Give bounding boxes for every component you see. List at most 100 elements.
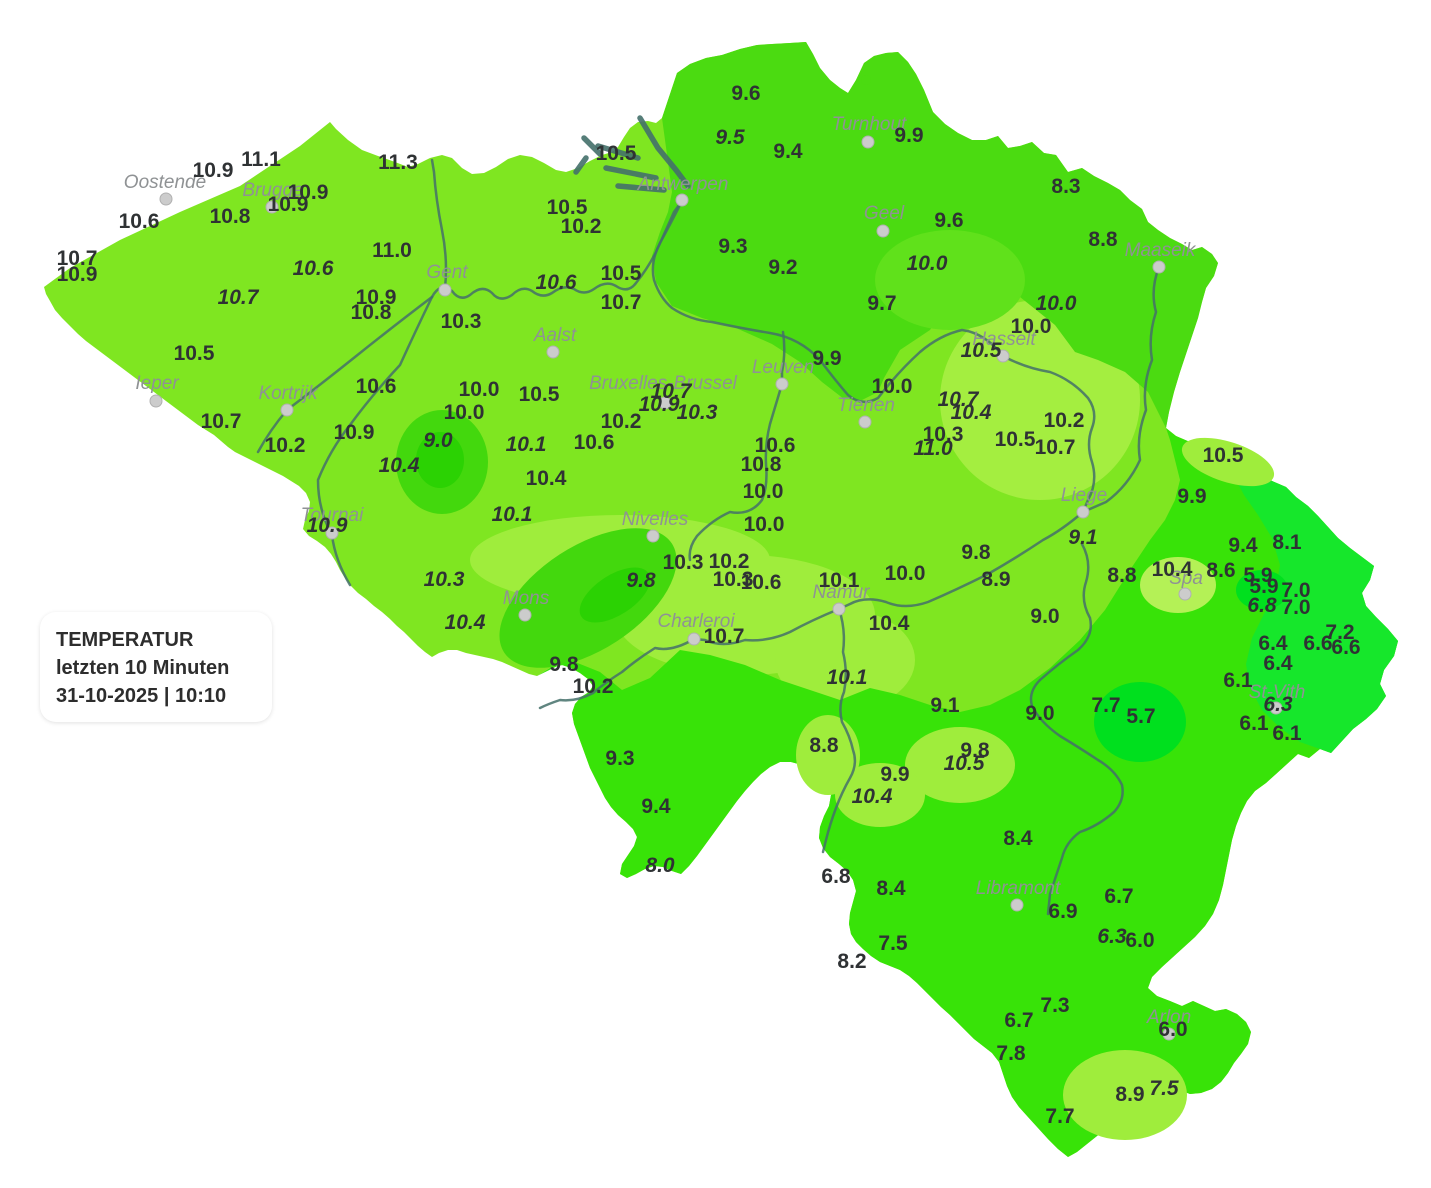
temp-label: 11.1	[241, 148, 281, 171]
city-label: Oostende	[124, 172, 206, 193]
port-channel-3	[603, 165, 659, 181]
temp-label: 10.3	[441, 310, 482, 333]
temp-label: 10.8	[741, 453, 782, 476]
temp-label: 10.1	[492, 503, 533, 526]
temp-label: 10.6	[293, 257, 334, 280]
temp-label: 9.8	[626, 569, 656, 592]
temp-label: 7.3	[1040, 994, 1069, 1017]
port-channel-6	[573, 155, 589, 175]
river-meuse-south	[821, 607, 857, 854]
temp-label: 7.7	[1091, 694, 1120, 717]
city-label: Aalst	[533, 325, 577, 346]
city-label: Hasselt	[972, 329, 1036, 350]
city-dot	[1010, 898, 1024, 912]
city-label: Geel	[864, 203, 905, 224]
temp-label: 6.7	[1104, 885, 1133, 908]
contour-light-south-2	[835, 763, 925, 827]
temp-label: 9.0	[423, 429, 453, 452]
temp-label: 10.4	[1152, 558, 1193, 581]
city-dot	[325, 526, 339, 540]
temp-label: 10.2	[601, 410, 642, 433]
temp-label: 10.7	[651, 380, 693, 403]
city-label: Kortrijk	[258, 383, 319, 404]
temp-label: 10.1	[506, 433, 547, 456]
temp-label: 10.4	[869, 612, 910, 635]
temp-label: 7.5	[1149, 1077, 1179, 1100]
temp-label: 6.8	[821, 865, 851, 888]
temp-label: 9.9	[1177, 485, 1206, 508]
temp-label: 10.2	[265, 434, 306, 457]
temp-label: 6.1	[1239, 712, 1269, 735]
temp-label: 10.0	[444, 401, 485, 424]
temp-label: 8.2	[837, 950, 866, 973]
temp-label: 10.9	[288, 181, 329, 204]
temp-label: 9.0	[1030, 605, 1059, 628]
temp-label: 5.7	[1126, 705, 1155, 728]
temp-label: 9.4	[773, 140, 803, 163]
temp-label: 10.3	[663, 551, 704, 574]
city-dot	[1162, 1027, 1176, 1041]
city-label: Tournai	[301, 505, 364, 526]
city-label: Ieper	[135, 373, 179, 394]
temp-label: 9.2	[768, 256, 797, 279]
temp-label: 10.8	[351, 301, 392, 324]
temp-label: 8.1	[1272, 531, 1302, 554]
temp-label: 10.3	[923, 423, 964, 446]
city-dot	[658, 396, 672, 410]
port-channel-main	[637, 115, 691, 189]
temp-label: 10.5	[519, 383, 560, 406]
temp-label: 8.6	[1206, 559, 1235, 582]
temp-label: 7.0	[1281, 579, 1310, 602]
temp-label: 10.4	[852, 785, 893, 808]
temp-label: 7.5	[878, 932, 908, 955]
city-dot	[1269, 701, 1283, 715]
temp-label: 9.8	[961, 541, 991, 564]
temp-label: 10.0	[1036, 292, 1077, 315]
temp-label: 8.4	[876, 877, 906, 900]
temp-label: 10.4	[526, 467, 567, 490]
city-dot	[832, 602, 846, 616]
temp-label: 10.5	[596, 142, 637, 165]
canal-gent	[430, 158, 448, 290]
river-sambre	[538, 607, 841, 710]
city-dot	[265, 200, 279, 214]
contour-dark-5-7	[1094, 682, 1186, 762]
temp-label: 10.2	[1044, 409, 1085, 432]
temp-label: 8.9	[1115, 1083, 1144, 1106]
temp-label: 6.0	[1125, 929, 1154, 952]
temp-label: 8.8	[1107, 564, 1137, 587]
temp-label: 10.7	[938, 388, 980, 411]
contour-light-meuse	[796, 715, 860, 795]
contour-se-vivid	[1232, 458, 1398, 753]
temp-label: 9.6	[731, 82, 760, 105]
temp-label: 10.9	[639, 393, 680, 416]
city-label: Turnhout	[832, 114, 907, 135]
temp-label: 10.9	[307, 514, 348, 537]
temperature-labels-layer: 10.9 11.1 11.310.910.910.810.610.710.911.0…	[57, 82, 1361, 1128]
temp-label: 10.6	[536, 271, 577, 294]
temp-label: 10.6	[755, 434, 796, 457]
temp-label: 11.3	[378, 151, 418, 174]
city-dot	[876, 224, 890, 238]
temp-label: 9.6	[934, 209, 963, 232]
city-dot	[775, 377, 789, 391]
contour-blob-9-8-core	[579, 567, 651, 623]
temp-label: 10.9	[57, 263, 98, 286]
city-dot	[280, 403, 294, 417]
river-dijle-demer	[651, 199, 1096, 514]
city-label: Nivelles	[622, 509, 689, 530]
city-dot	[646, 529, 660, 543]
temp-label: 10.0	[872, 375, 913, 398]
city-label: St-Vith	[1249, 682, 1306, 703]
legend-title: TEMPERATUR	[56, 629, 194, 651]
temp-label: 10.2	[573, 675, 614, 698]
temp-label: 6.1	[1223, 669, 1253, 692]
temp-label: 10.7	[704, 625, 745, 648]
baarle-enclave	[861, 75, 871, 85]
temp-label: 7.0	[1281, 596, 1310, 619]
temp-label: 6.1	[1272, 722, 1302, 745]
city-label: Bruxelles-Brussel	[589, 373, 738, 394]
temp-label: 10.6	[741, 571, 782, 594]
